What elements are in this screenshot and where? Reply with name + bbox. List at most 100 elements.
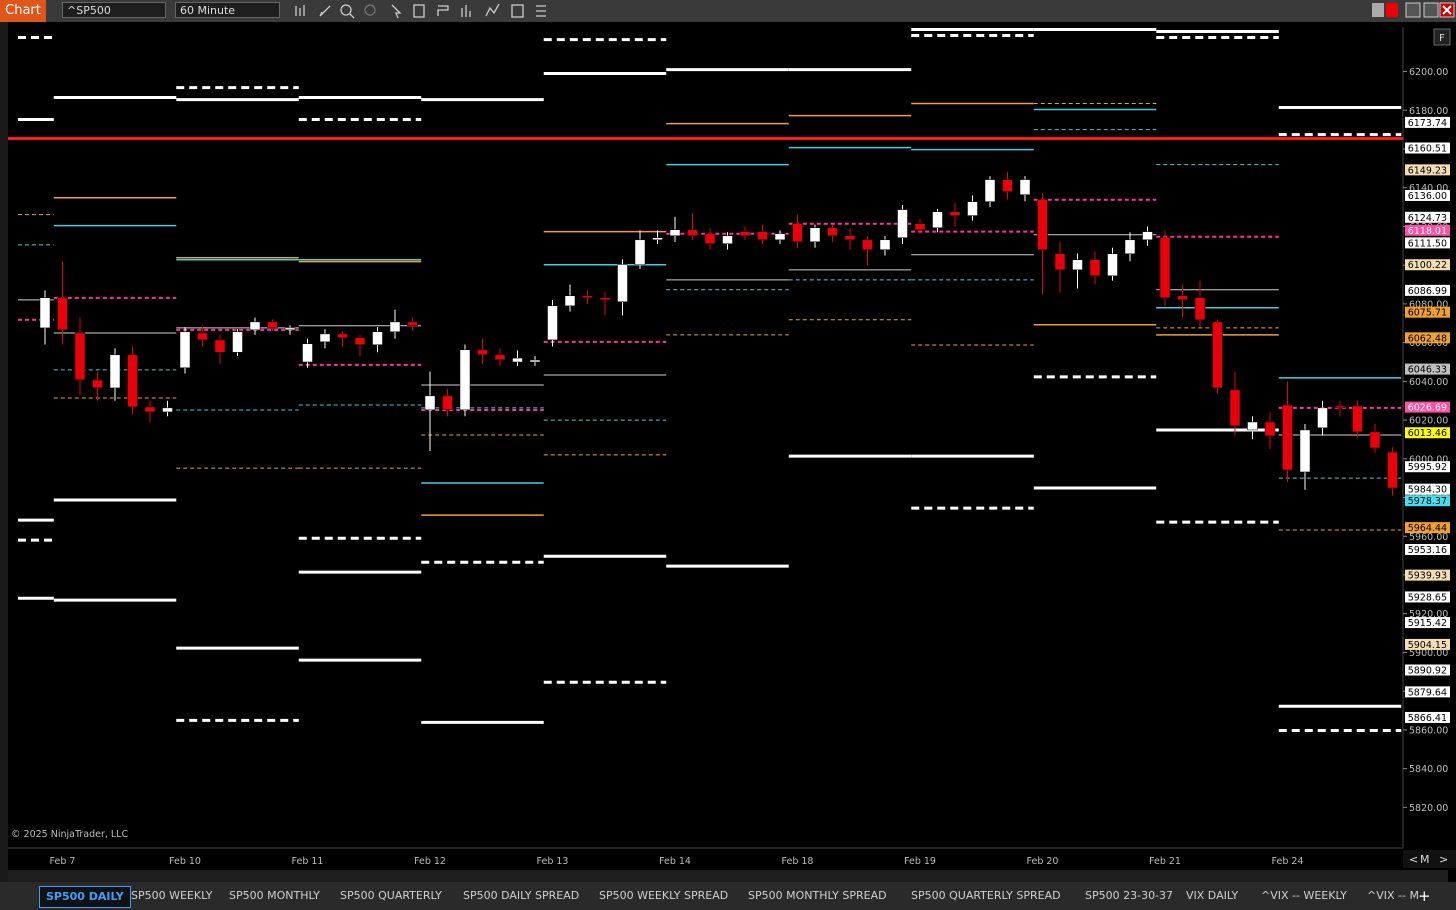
candle-body — [617, 264, 628, 303]
candle-body — [1212, 321, 1223, 389]
tool-icons[interactable] — [290, 2, 560, 20]
price-marker-label: 6013.46 — [1408, 428, 1447, 439]
candle-body — [459, 349, 471, 411]
tab[interactable]: SP500 QUARTERLY — [340, 889, 442, 902]
x-tick-label: Feb 7 — [50, 856, 76, 867]
price-marker-label: 5978.37 — [1408, 496, 1447, 507]
x-tick-label: Feb 13 — [537, 856, 569, 867]
candle-body — [1317, 407, 1328, 429]
price-marker — [1405, 224, 1450, 236]
window-buttons[interactable] — [1370, 2, 1456, 20]
x-tick-label: Feb 12 — [414, 856, 446, 867]
tab[interactable]: SP500 WEEKLY — [131, 889, 213, 902]
tab[interactable]: SP500 MONTHLY SPREAD — [748, 889, 887, 902]
toolbar: Chart ^SP500 60 Minute — [0, 0, 1456, 22]
price-marker — [1405, 543, 1450, 555]
candle-body — [844, 235, 856, 241]
tab[interactable]: SP500 23-30-37 — [1085, 889, 1174, 902]
price-marker — [1405, 401, 1450, 413]
candle-body — [284, 327, 296, 331]
candle-body — [547, 305, 558, 341]
y-tick-label: 6040.00 — [1409, 377, 1448, 388]
price-marker-label: 5964.44 — [1408, 523, 1447, 534]
candle-body — [1177, 295, 1188, 301]
price-marker — [1405, 711, 1450, 723]
tab[interactable]: SP500 MONTHLY — [229, 889, 320, 902]
candle-body — [1369, 431, 1381, 449]
interval-select[interactable]: 60 Minute — [175, 2, 280, 18]
candle-body — [809, 227, 821, 242]
y-tick-label: 6140.00 — [1409, 183, 1448, 194]
candle-body — [967, 201, 978, 216]
price-marker-label: 5879.64 — [1408, 687, 1447, 698]
price-marker-label: 6173.74 — [1408, 118, 1447, 129]
tab[interactable]: SP500 WEEKLY SPREAD — [599, 889, 729, 902]
y-tick-label: 6000.00 — [1409, 454, 1448, 465]
price-marker-label: 6046.33 — [1408, 365, 1447, 376]
candle-body — [109, 354, 121, 389]
scale-controls — [1403, 850, 1456, 868]
tab[interactable]: ^VIX -- WEEKLY — [1261, 889, 1347, 902]
scroll-left[interactable]: < — [1409, 853, 1418, 866]
price-marker-label: 6062.48 — [1408, 333, 1447, 344]
price-marker — [1405, 116, 1450, 128]
candle-body — [302, 343, 313, 363]
y-tick-label: 5840.00 — [1409, 764, 1448, 775]
price-marker-label: 6075.71 — [1408, 308, 1447, 319]
candle-body — [512, 357, 523, 363]
price-marker-label: 6124.73 — [1408, 213, 1447, 224]
candle-body — [1142, 231, 1153, 241]
candle-body — [1124, 239, 1136, 254]
candle-body — [529, 359, 541, 363]
candle-body — [914, 223, 926, 230]
candle-body — [477, 349, 488, 356]
candle-body — [424, 395, 436, 411]
y-tick-label: 6200.00 — [1409, 67, 1448, 78]
chart: © 2025 NinjaTrader, LLC F < M > 6200.00 6… — [0, 22, 1456, 882]
price-marker — [1405, 284, 1450, 296]
scale-button[interactable]: M — [1420, 853, 1430, 866]
tab[interactable]: ^VIX -- M — [1367, 889, 1419, 902]
tab-bar: + SP500 DAILY SP500 WEEKLY SP500 MONTHLY SP… — [0, 882, 1456, 910]
candle-body — [862, 239, 873, 250]
price-marker — [1405, 461, 1450, 473]
candle-body — [879, 239, 891, 250]
x-tick-label: Feb 21 — [1149, 856, 1181, 867]
price-marker-label: 6086.99 — [1408, 286, 1447, 297]
price-marker — [1405, 617, 1450, 629]
axis-button-label[interactable]: F — [1439, 33, 1445, 44]
scroll-right[interactable]: > — [1439, 853, 1448, 866]
axis-button[interactable] — [1433, 28, 1451, 46]
x-tick-label: Feb 20 — [1027, 856, 1059, 867]
tab[interactable]: SP500 DAILY — [39, 886, 131, 908]
price-marker-label: 6100.22 — [1408, 260, 1447, 271]
candle-body — [582, 295, 593, 298]
candle-body — [722, 235, 733, 244]
candle-body — [599, 297, 611, 301]
add-tab[interactable]: + — [1418, 887, 1431, 905]
price-marker-label: 5904.15 — [1408, 640, 1447, 651]
price-marker-label: 5953.16 — [1408, 545, 1447, 556]
tab[interactable]: SP500 QUARTERLY SPREAD — [911, 889, 1061, 902]
price-marker — [1405, 142, 1450, 154]
candle-body — [634, 239, 646, 266]
price-marker — [1405, 237, 1450, 249]
candle-body — [1159, 237, 1171, 298]
symbol-select[interactable]: ^SP500 — [62, 2, 166, 18]
plot-area — [8, 28, 1403, 732]
price-marker — [1405, 638, 1450, 650]
tab[interactable]: SP500 DAILY SPREAD — [463, 889, 580, 902]
x-tick-label: Feb 14 — [659, 856, 691, 867]
candle-body — [984, 179, 996, 202]
y-tick-label: 5960.00 — [1409, 532, 1448, 543]
candle-body — [669, 229, 681, 236]
price-marker — [1405, 189, 1450, 201]
candle-body — [652, 237, 663, 241]
y-tick-label: 5900.00 — [1409, 648, 1448, 659]
candle-body — [792, 223, 803, 242]
scrollbar[interactable] — [8, 870, 1448, 882]
price-marker — [1405, 591, 1450, 603]
copyright: © 2025 NinjaTrader, LLC — [11, 829, 128, 840]
tab[interactable]: VIX DAILY — [1186, 889, 1239, 902]
candle-body — [564, 295, 576, 307]
